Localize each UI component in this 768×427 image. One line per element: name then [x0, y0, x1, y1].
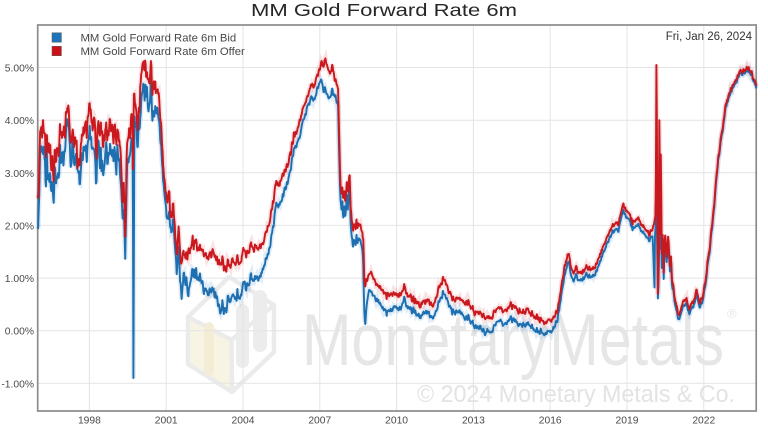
svg-text:2010: 2010 — [385, 416, 408, 427]
svg-text:3.00%: 3.00% — [5, 169, 34, 180]
svg-text:2019: 2019 — [616, 416, 639, 427]
svg-text:MM Gold Forward Rate 6m Bid: MM Gold Forward Rate 6m Bid — [81, 33, 237, 45]
svg-text:2022: 2022 — [692, 416, 715, 427]
svg-text:2.00%: 2.00% — [5, 221, 34, 232]
svg-text:© 2024 Monetary Metals & Co.: © 2024 Monetary Metals & Co. — [417, 381, 735, 408]
svg-text:2007: 2007 — [308, 416, 331, 427]
svg-text:-1.00%: -1.00% — [1, 379, 34, 390]
svg-text:2001: 2001 — [155, 416, 178, 427]
svg-text:®: ® — [727, 306, 737, 321]
svg-text:5.00%: 5.00% — [5, 64, 34, 75]
svg-text:Fri, Jan 26, 2024: Fri, Jan 26, 2024 — [666, 31, 753, 43]
svg-text:1998: 1998 — [78, 416, 101, 427]
svg-text:2004: 2004 — [232, 416, 255, 427]
svg-text:4.00%: 4.00% — [5, 116, 34, 127]
svg-text:2013: 2013 — [462, 416, 485, 427]
svg-text:0.00%: 0.00% — [5, 327, 34, 338]
svg-text:MM Gold Forward Rate 6m: MM Gold Forward Rate 6m — [251, 0, 517, 20]
svg-text:1.00%: 1.00% — [5, 274, 34, 285]
svg-text:2016: 2016 — [539, 416, 562, 427]
svg-text:MM Gold Forward Rate 6m Offer: MM Gold Forward Rate 6m Offer — [81, 46, 246, 58]
